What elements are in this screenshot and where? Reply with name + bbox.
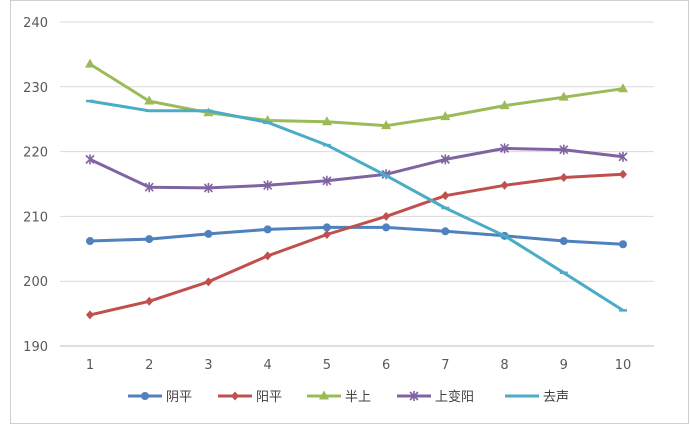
data-point [322, 223, 331, 232]
data-point [322, 175, 332, 186]
data-point [204, 229, 213, 238]
series-2 [86, 169, 627, 320]
data-point [499, 143, 510, 154]
legend-item: 阴平 [128, 390, 192, 405]
series-3 [85, 58, 628, 130]
series-line [89, 99, 624, 312]
data-point [145, 235, 154, 244]
series-line [89, 172, 624, 317]
y-tick-label: 240 [23, 16, 48, 31]
data-point [381, 120, 392, 130]
y-tick-label: 210 [23, 210, 48, 225]
x-tick-label: 4 [264, 358, 272, 373]
data-point [559, 237, 568, 246]
y-tick-label: 220 [23, 146, 48, 161]
data-point [144, 182, 154, 193]
legend-item: 去声 [505, 390, 569, 405]
series-line [89, 146, 624, 190]
y-tick-label: 200 [23, 275, 48, 290]
x-tick-label: 2 [145, 358, 153, 373]
data-point [203, 182, 214, 193]
x-tick-label: 9 [560, 358, 568, 373]
data-point [321, 116, 332, 126]
data-point [322, 230, 331, 240]
y-tick-label: 230 [23, 81, 48, 96]
series-line [89, 62, 624, 128]
data-point [619, 169, 627, 179]
legend-label: 阳平 [256, 390, 282, 405]
legend-label: 去声 [543, 390, 569, 405]
data-point [263, 251, 272, 261]
x-tick-label: 1 [86, 358, 94, 373]
data-point [618, 151, 628, 162]
data-point [263, 225, 272, 234]
legend-marker [231, 391, 239, 401]
data-point [440, 111, 451, 121]
data-point [500, 180, 509, 190]
series-1 [86, 223, 627, 249]
legend-marker [319, 390, 329, 400]
gridlines [60, 21, 654, 282]
legend-label: 半上 [345, 390, 371, 405]
legend-item: 阳平 [218, 390, 282, 405]
data-point [85, 58, 95, 68]
legend-marker [409, 391, 419, 401]
data-point [619, 240, 627, 249]
data-point [558, 91, 569, 101]
x-tick-label: 6 [382, 358, 390, 373]
y-tick-label: 190 [23, 340, 48, 355]
data-point [145, 296, 154, 306]
x-tick-label: 8 [500, 358, 508, 373]
data-point [382, 211, 391, 221]
data-point [204, 277, 213, 287]
data-point [441, 191, 450, 201]
legend-label: 阴平 [166, 390, 192, 405]
data-point [85, 154, 95, 165]
legend-item: 上变阳 [397, 389, 474, 405]
series-line [89, 225, 624, 246]
data-point [382, 223, 391, 232]
series-5 [86, 99, 627, 312]
series-4 [85, 143, 628, 193]
x-tick-label: 7 [441, 358, 449, 373]
data-point [440, 154, 450, 165]
data-point [86, 310, 94, 320]
chart-frame [10, 0, 689, 424]
data-point [441, 227, 450, 236]
legend-item: 半上 [307, 390, 371, 405]
y-axis-ticks: 190 200 210 220 230 240 [23, 16, 48, 355]
data-point [86, 237, 94, 246]
legend: 阴平 阳平 半上 上变阳 去声 [128, 389, 569, 405]
data-point [263, 180, 273, 191]
x-tick-label: 10 [615, 358, 632, 373]
x-tick-label: 5 [323, 358, 331, 373]
data-point [618, 83, 628, 93]
x-axis-ticks: 1 2 3 4 5 6 7 8 9 10 [86, 358, 631, 373]
data-point [144, 95, 155, 105]
series-lines [85, 58, 628, 320]
x-tick-label: 3 [204, 358, 212, 373]
legend-label: 上变阳 [435, 389, 474, 405]
data-point [499, 100, 510, 110]
data-point [559, 144, 569, 155]
legend-marker [141, 392, 149, 400]
data-point [559, 173, 568, 183]
